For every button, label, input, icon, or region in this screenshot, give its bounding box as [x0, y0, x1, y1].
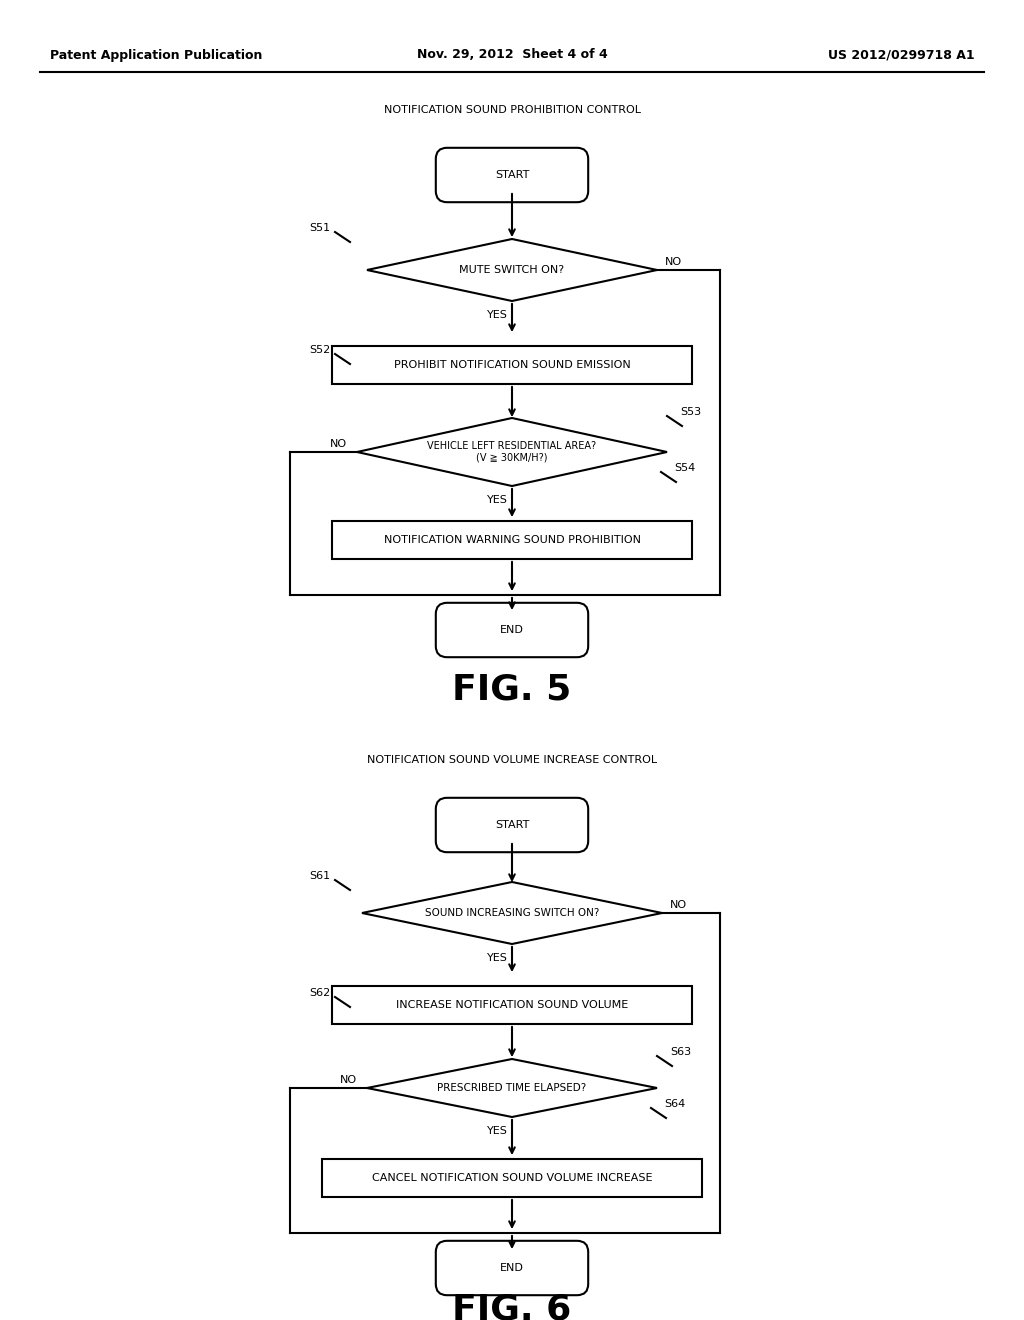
Text: NO: NO — [670, 900, 687, 909]
Text: VEHICLE LEFT RESIDENTIAL AREA?
(V ≧ 30KM/H?): VEHICLE LEFT RESIDENTIAL AREA? (V ≧ 30KM… — [427, 441, 597, 463]
Text: S51: S51 — [309, 223, 330, 234]
Text: START: START — [495, 170, 529, 180]
Text: S61: S61 — [309, 871, 330, 880]
Text: YES: YES — [486, 953, 508, 964]
FancyBboxPatch shape — [436, 797, 588, 853]
Text: FIG. 6: FIG. 6 — [453, 1294, 571, 1320]
Text: S64: S64 — [664, 1100, 685, 1109]
Text: YES: YES — [486, 1126, 508, 1137]
Text: END: END — [500, 1263, 524, 1272]
Polygon shape — [357, 418, 667, 486]
Bar — [332, 521, 692, 558]
Bar — [332, 346, 692, 384]
Text: MUTE SWITCH ON?: MUTE SWITCH ON? — [460, 265, 564, 275]
Text: FIG. 5: FIG. 5 — [453, 673, 571, 708]
Text: YES: YES — [486, 310, 508, 319]
Text: PRESCRIBED TIME ELAPSED?: PRESCRIBED TIME ELAPSED? — [437, 1082, 587, 1093]
Text: S63: S63 — [670, 1047, 691, 1057]
Text: INCREASE NOTIFICATION SOUND VOLUME: INCREASE NOTIFICATION SOUND VOLUME — [396, 1001, 628, 1010]
Bar — [332, 986, 692, 1024]
Text: S52: S52 — [309, 345, 330, 355]
Text: SOUND INCREASING SWITCH ON?: SOUND INCREASING SWITCH ON? — [425, 908, 599, 917]
Bar — [322, 1159, 702, 1197]
Text: START: START — [495, 820, 529, 830]
FancyBboxPatch shape — [436, 148, 588, 202]
Text: NOTIFICATION SOUND PROHIBITION CONTROL: NOTIFICATION SOUND PROHIBITION CONTROL — [384, 106, 640, 115]
Text: S54: S54 — [674, 463, 695, 473]
Text: S53: S53 — [680, 407, 701, 417]
Text: Patent Application Publication: Patent Application Publication — [50, 49, 262, 62]
Polygon shape — [362, 882, 662, 944]
Text: YES: YES — [486, 495, 508, 506]
Text: NOTIFICATION WARNING SOUND PROHIBITION: NOTIFICATION WARNING SOUND PROHIBITION — [384, 535, 640, 545]
Text: US 2012/0299718 A1: US 2012/0299718 A1 — [828, 49, 975, 62]
Text: NO: NO — [330, 440, 347, 449]
Polygon shape — [367, 239, 657, 301]
Text: NO: NO — [340, 1074, 357, 1085]
Text: END: END — [500, 624, 524, 635]
Text: PROHIBIT NOTIFICATION SOUND EMISSION: PROHIBIT NOTIFICATION SOUND EMISSION — [393, 360, 631, 370]
Text: Nov. 29, 2012  Sheet 4 of 4: Nov. 29, 2012 Sheet 4 of 4 — [417, 49, 607, 62]
FancyBboxPatch shape — [436, 603, 588, 657]
Text: NO: NO — [665, 257, 682, 267]
Text: NOTIFICATION SOUND VOLUME INCREASE CONTROL: NOTIFICATION SOUND VOLUME INCREASE CONTR… — [367, 755, 657, 766]
Text: S62: S62 — [309, 987, 330, 998]
Text: CANCEL NOTIFICATION SOUND VOLUME INCREASE: CANCEL NOTIFICATION SOUND VOLUME INCREAS… — [372, 1173, 652, 1183]
Polygon shape — [367, 1059, 657, 1117]
FancyBboxPatch shape — [436, 1241, 588, 1295]
